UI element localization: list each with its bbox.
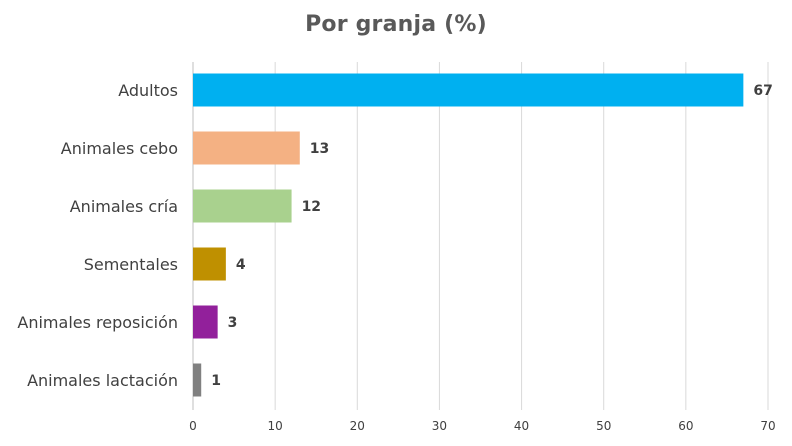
chart-title: Por granja (%) xyxy=(305,12,487,37)
x-tick-label: 0 xyxy=(189,419,197,433)
x-tick-label: 40 xyxy=(514,419,529,433)
data-label: 1 xyxy=(211,373,221,389)
bar xyxy=(193,73,744,107)
category-label: Animales reposición xyxy=(17,313,178,332)
category-label: Adultos xyxy=(118,81,178,100)
category-label: Animales cría xyxy=(70,197,178,216)
x-tick-label: 50 xyxy=(596,419,611,433)
data-label: 13 xyxy=(310,141,329,157)
data-label: 3 xyxy=(228,315,238,331)
x-tick-label: 60 xyxy=(678,419,693,433)
bar xyxy=(193,247,226,281)
data-label: 67 xyxy=(753,83,772,99)
x-tick-label: 70 xyxy=(760,419,775,433)
category-label: Animales lactación xyxy=(27,371,178,390)
x-tick-label: 10 xyxy=(268,419,283,433)
x-tick-label: 30 xyxy=(432,419,447,433)
x-tick-label: 20 xyxy=(350,419,365,433)
bar xyxy=(193,189,292,223)
bar xyxy=(193,363,202,397)
category-label: Sementales xyxy=(84,255,178,274)
category-label: Animales cebo xyxy=(61,139,178,158)
data-label: 4 xyxy=(236,257,246,273)
data-label: 12 xyxy=(302,199,321,215)
bar xyxy=(193,131,300,165)
bar xyxy=(193,305,218,339)
